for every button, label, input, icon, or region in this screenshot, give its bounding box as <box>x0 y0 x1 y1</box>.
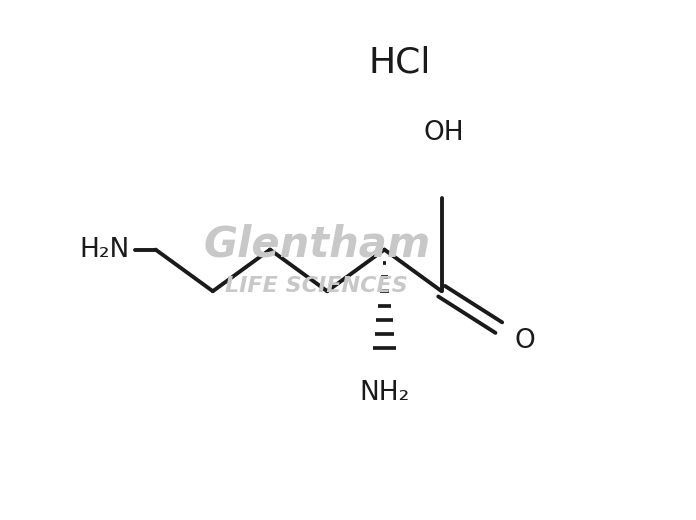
Text: NH₂: NH₂ <box>359 380 409 406</box>
Text: HCl: HCl <box>369 45 432 80</box>
Text: Glentham: Glentham <box>203 224 430 265</box>
Text: OH: OH <box>424 120 464 146</box>
Text: H₂N: H₂N <box>79 237 129 263</box>
Text: O: O <box>514 328 535 354</box>
Text: LIFE SCIENCES: LIFE SCIENCES <box>226 276 408 296</box>
